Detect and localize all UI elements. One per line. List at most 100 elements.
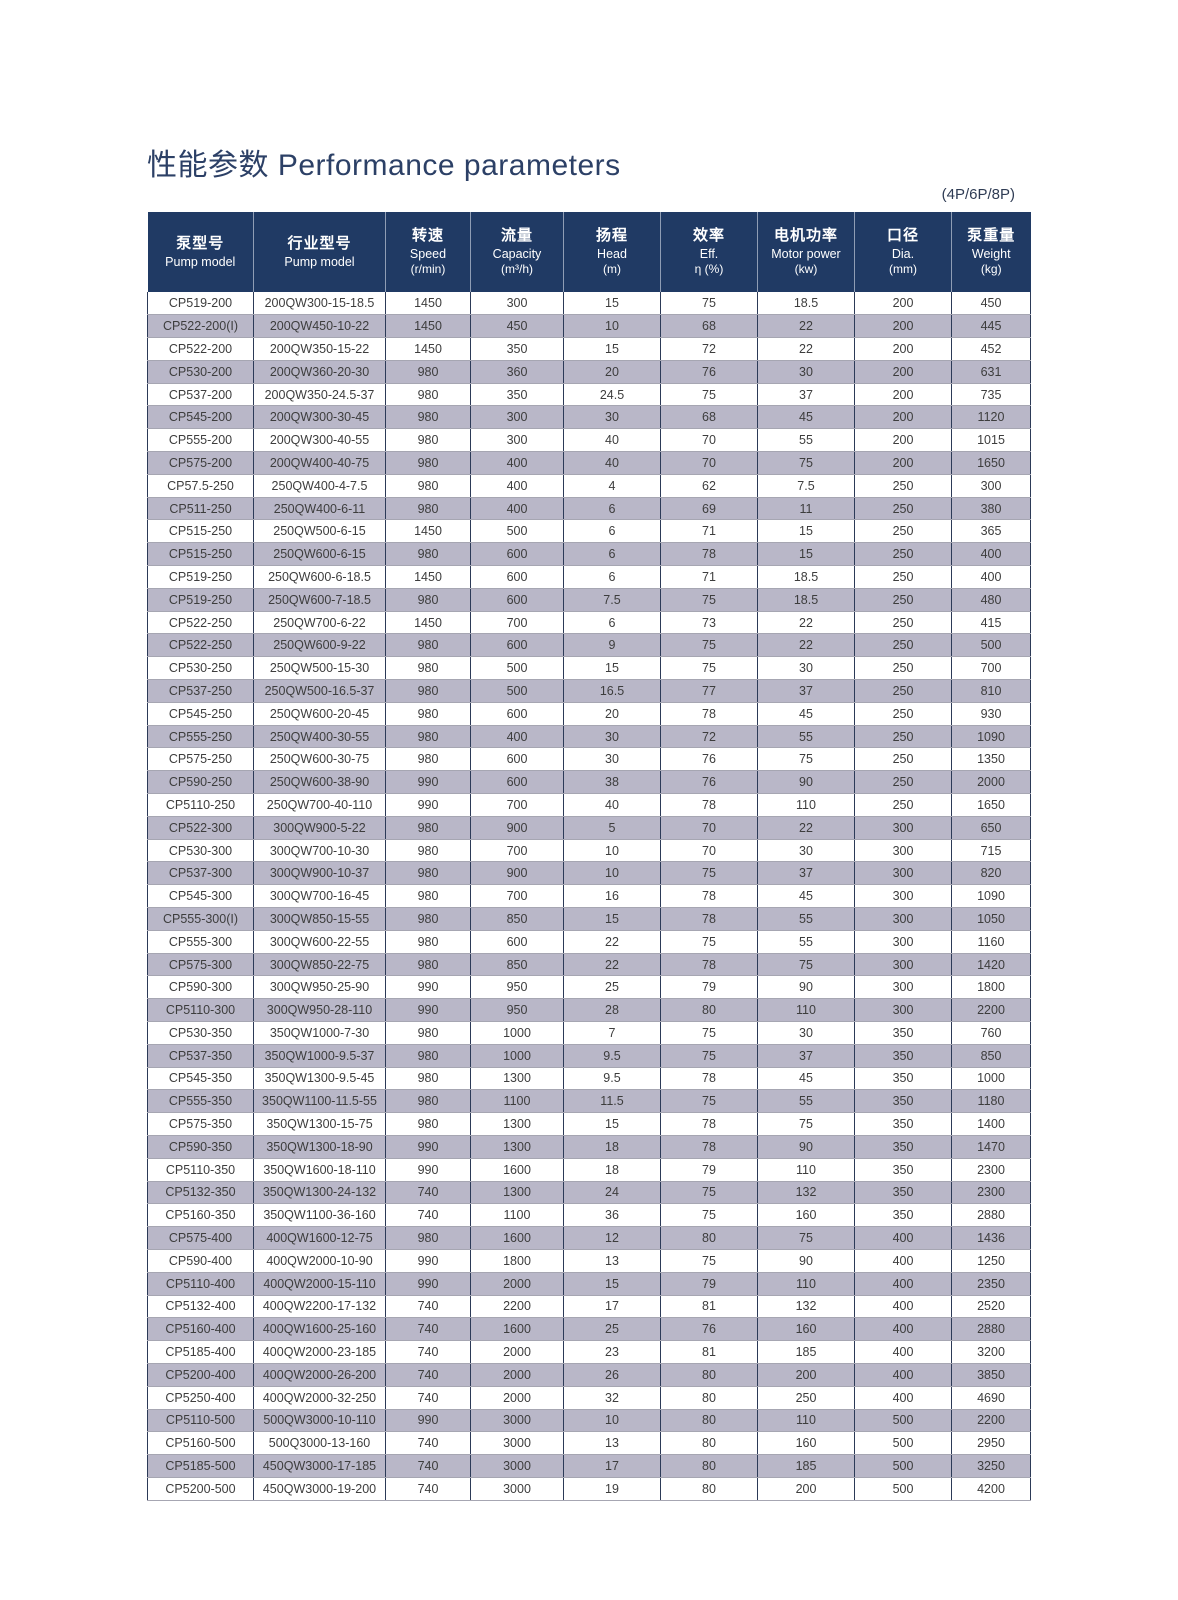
cell: 200 — [854, 292, 952, 316]
cell: 2000 — [470, 1272, 564, 1296]
table-row: CP5110-400 400QW2000-15-110 990 2000 15 79 110… — [147, 1272, 1031, 1296]
cell: 2300 — [951, 1158, 1031, 1182]
cell: 400QW2200-17-132 — [253, 1295, 386, 1319]
table-row: CP5110-500 500QW3000-10-110 990 3000 10 80 110… — [147, 1409, 1031, 1433]
cell: 400 — [854, 1272, 952, 1296]
cell: 350 — [854, 1067, 952, 1091]
cell: CP5160-400 — [147, 1317, 254, 1342]
cell: CP575-200 — [147, 451, 254, 475]
cell: CP545-350 — [147, 1067, 254, 1091]
column-header: 口径 Dia. (mm) — [854, 212, 952, 292]
cell: 250QW600-6-18.5 — [253, 565, 386, 589]
cell: 250 — [854, 793, 952, 817]
table-row: CP57.5-250 250QW400-4-7.5 980 400 4 62 7.5 250 3… — [147, 474, 1031, 498]
cell: 11.5 — [563, 1089, 661, 1114]
cell: 350QW1300-15-75 — [253, 1112, 386, 1136]
cell: CP545-250 — [147, 702, 254, 726]
cell: 250 — [854, 519, 952, 544]
cell: 200QW300-15-18.5 — [253, 292, 386, 316]
cell: 22 — [757, 633, 855, 658]
cell: 55 — [757, 1089, 855, 1114]
cell: CP555-300(I) — [147, 907, 254, 931]
cell: 1450 — [385, 611, 471, 635]
cell: 1450 — [385, 565, 471, 589]
cell: 740 — [385, 1363, 471, 1387]
column-header: 效率 Eff. η (%) — [660, 212, 758, 292]
cell: 990 — [385, 1158, 471, 1182]
column-header-english: Speed — [409, 247, 447, 262]
cell: CP511-250 — [147, 497, 254, 521]
cell: 80 — [660, 1431, 758, 1456]
cell: 37 — [757, 383, 855, 407]
cell: 735 — [951, 383, 1031, 407]
cell: 15 — [563, 1272, 661, 1296]
table-row: CP555-300 300QW600-22-55 980 600 22 75 55 300 11… — [147, 930, 1031, 954]
cell: 30 — [757, 360, 855, 384]
cell: 400 — [854, 1317, 952, 1342]
cell: 40 — [563, 428, 661, 453]
cell: 45 — [757, 1067, 855, 1091]
cell: CP530-250 — [147, 656, 254, 681]
cell: 400 — [854, 1386, 952, 1410]
cell: 2300 — [951, 1181, 1031, 1205]
table-row: CP5132-350 350QW1300-24-132 740 1300 24 75 132… — [147, 1181, 1031, 1205]
cell: CP5200-400 — [147, 1363, 254, 1387]
cell: 980 — [385, 953, 471, 977]
cell: 2200 — [951, 1409, 1031, 1433]
cell: 1600 — [470, 1317, 564, 1342]
cell: 22 — [757, 816, 855, 840]
cell: 480 — [951, 588, 1031, 612]
cell: 300 — [854, 816, 952, 840]
cell: 2520 — [951, 1295, 1031, 1319]
cell: 450 — [470, 314, 564, 339]
cell: 185 — [757, 1340, 855, 1364]
cell: 40 — [563, 793, 661, 817]
cell: 1450 — [385, 337, 471, 361]
cell: 160 — [757, 1317, 855, 1342]
cell: 90 — [757, 770, 855, 795]
cell: 250QW700-40-110 — [253, 793, 386, 817]
cell: 300 — [470, 405, 564, 430]
cell: 55 — [757, 907, 855, 931]
table-row: CP545-350 350QW1300-9.5-45 980 1300 9.5 78 45 3… — [147, 1067, 1031, 1091]
cell: 79 — [660, 975, 758, 1000]
table-row: CP5250-400 400QW2000-32-250 740 2000 32 80 250… — [147, 1386, 1031, 1410]
cell: 700 — [470, 793, 564, 817]
column-header-unit: (m³/h) — [501, 262, 533, 277]
cell: 980 — [385, 1021, 471, 1045]
cell: 1160 — [951, 930, 1031, 954]
cell: 200QW300-30-45 — [253, 405, 386, 430]
column-header-chinese: 行业型号 — [287, 234, 352, 252]
cell: 1450 — [385, 519, 471, 544]
cell: 1015 — [951, 428, 1031, 453]
cell: 1250 — [951, 1249, 1031, 1273]
cell: 2000 — [470, 1386, 564, 1410]
cell: 500 — [854, 1454, 952, 1478]
cell: 68 — [660, 405, 758, 430]
column-header-chinese: 泵型号 — [176, 234, 225, 252]
cell: 350 — [470, 337, 564, 361]
page-title-chinese: 性能参数 — [147, 149, 269, 182]
table-row: CP555-200 200QW300-40-55 980 300 40 70 55 200 10… — [147, 428, 1031, 453]
cell: 900 — [470, 861, 564, 886]
cell: 78 — [660, 1135, 758, 1159]
cell: 400QW2000-26-200 — [253, 1363, 386, 1387]
cell: 80 — [660, 1477, 758, 1501]
cell: 3200 — [951, 1340, 1031, 1364]
cell: 2880 — [951, 1203, 1031, 1228]
cell: 70 — [660, 451, 758, 475]
cell: 110 — [757, 1409, 855, 1433]
cell: 16.5 — [563, 679, 661, 703]
cell: 980 — [385, 428, 471, 453]
column-header-unit: (kw) — [794, 262, 818, 277]
cell: 6 — [563, 519, 661, 544]
cell: 400 — [470, 725, 564, 749]
cell: 75 — [757, 747, 855, 772]
cell: 1470 — [951, 1135, 1031, 1159]
cell: CP522-250 — [147, 611, 254, 635]
cell: 75 — [660, 588, 758, 612]
column-header-chinese: 泵重量 — [967, 226, 1016, 244]
cell: 28 — [563, 998, 661, 1022]
cell: CP530-200 — [147, 360, 254, 384]
